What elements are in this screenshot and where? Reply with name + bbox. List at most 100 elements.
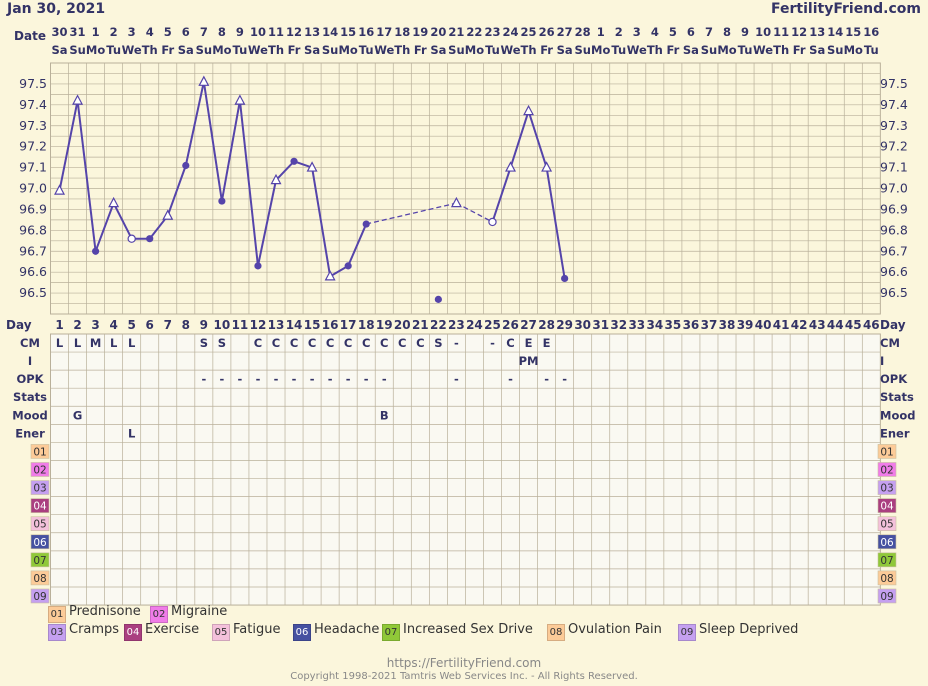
legend-item-01: 01 Prednisone [48,604,141,623]
weekday-label: Fr [793,43,806,57]
weekday-label: Su [322,43,338,57]
temp-point[interactable] [541,161,553,172]
temp-point-discarded[interactable] [434,295,442,303]
row-label-left: Stats [13,390,47,404]
legend-swatch: 09 [678,624,696,641]
day-label: 45 [845,318,862,332]
temp-point[interactable] [505,161,517,172]
temp-point[interactable] [234,94,246,105]
custom-code-left-swatch [30,588,50,604]
temp-point[interactable] [344,262,352,270]
weekday-label: Sa [304,43,320,57]
temp-line [347,223,368,267]
date-label: 2 [615,25,623,39]
temp-point[interactable] [523,104,535,116]
grid [50,62,881,606]
mood-value: B [380,408,389,422]
row-label-right: OPK [880,372,908,386]
date-label: 8 [218,25,226,39]
date-label: 4 [651,25,659,39]
temp-point[interactable] [488,217,497,227]
temp-point[interactable] [127,234,136,243]
custom-code-right: 06 [880,537,894,549]
custom-code-right: 09 [880,591,893,603]
temp-point[interactable] [92,247,100,255]
cm-value: C [326,336,334,350]
temp-point[interactable] [182,161,190,170]
temp-line [509,110,530,168]
custom-code-right: 07 [880,555,893,567]
opk-value: - [292,372,297,386]
y-tick-right: 97.4 [880,97,908,112]
y-tick-right: 96.8 [880,222,908,237]
day-label: 2 [73,318,81,332]
temp-point[interactable] [198,75,210,86]
legend-swatch: 08 [547,624,565,641]
temp-point[interactable] [146,235,154,243]
temp-point[interactable] [270,173,282,185]
weekday-label: Tu [485,43,500,57]
temp-line [202,81,223,202]
weekday-label: Mo [338,43,357,57]
custom-code-left-swatch [30,480,50,495]
legend-item-05: 05 Fatigue [212,622,280,641]
y-tick-right: 96.6 [880,264,908,279]
y-tick-right: 97.2 [880,139,908,154]
site-logo[interactable]: FertilityFriend.com [771,1,921,17]
weekday-label: Sa [178,43,194,57]
cm-value: C [344,336,352,350]
date-label: 3 [128,25,136,39]
weekday-label: Tu [611,43,626,57]
legend-item-08: 08 Ovulation Pain [547,622,662,641]
site-url[interactable]: https://FertilityFriend.com [386,656,542,670]
custom-code-left-swatch [30,534,50,550]
temp-point[interactable] [290,157,298,165]
custom-code-left: 04 [33,501,47,513]
cm-value: S [218,336,226,350]
legend-label: Headache [314,622,380,637]
temp-point[interactable] [218,197,226,205]
temp-point[interactable] [72,94,84,105]
temp-point[interactable] [362,220,370,228]
temp-point[interactable] [306,161,318,172]
temp-line [112,202,133,240]
temp-point[interactable] [324,270,336,281]
legend-swatch: 04 [124,624,142,641]
custom-code-right-swatch [877,570,897,586]
legend-label: Increased Sex Drive [403,622,533,637]
weekday-label: Sa [51,43,67,57]
date-label: 17 [376,25,392,39]
temp-line [184,81,205,166]
legend-swatch: 05 [212,624,230,641]
opk-value: - [256,372,261,386]
cm-value: C [416,336,424,350]
legend-label: Sleep Deprived [699,622,799,637]
day-label: 42 [791,318,808,332]
y-tick-left: 96.8 [19,222,47,237]
y-tick-right: 97.1 [880,160,908,175]
temp-point[interactable] [162,209,174,220]
temp-point[interactable] [108,196,120,208]
custom-code-right: 01 [880,446,893,458]
temp-point[interactable] [450,196,462,208]
opk-value: - [562,372,567,386]
temp-point[interactable] [254,262,262,270]
day-label: 5 [128,318,136,332]
temp-point[interactable] [561,274,569,283]
temp-point[interactable] [54,184,66,195]
legend-swatch: 06 [293,624,311,641]
date-label: 16 [358,25,374,39]
cm-value: C [308,336,316,350]
opk-value: - [454,372,459,386]
day-label: 17 [340,318,357,332]
day-label: 1 [55,318,63,332]
weekday-label: Mo [86,43,105,57]
date-label: 13 [809,25,825,39]
day-label: 9 [200,318,208,332]
date-label: 2 [110,25,118,39]
temp-line [220,100,241,202]
date-label: 27 [557,25,573,39]
weekday-label: We [500,43,520,57]
legend-label: Fatigue [233,622,281,637]
